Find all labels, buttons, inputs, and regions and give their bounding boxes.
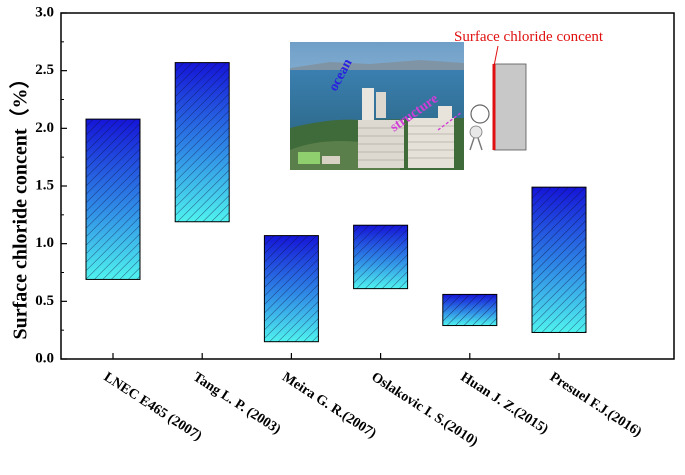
bar-4 [353, 224, 409, 290]
y-tick-label: 3.0 [35, 4, 54, 20]
x-tick-label: Meira G. R.(2007) [279, 370, 379, 442]
inset-arrow [437, 111, 463, 131]
bar-outline [174, 62, 230, 223]
y-tick-label: 1.0 [35, 235, 54, 251]
bar-6 [531, 186, 587, 333]
bar-5 [442, 293, 498, 327]
y-tick-label: 0.5 [35, 293, 54, 309]
bars-layer [85, 62, 587, 343]
inset-specimen [469, 63, 527, 151]
annotation-leader [493, 45, 499, 67]
bar-outline [85, 118, 141, 280]
x-tick-label: Huan J. Z.(2015) [458, 370, 551, 438]
x-tick-label: Tang L. P. (2003) [190, 370, 283, 438]
x-axis: LNEC E465 (2007)Tang L. P. (2003)Meira G… [101, 353, 644, 450]
bar-1 [85, 118, 141, 280]
y-axis-label: Surface chloride concent（%） [9, 68, 32, 339]
annotation-label: Surface chloride concent [454, 29, 604, 45]
inset-photo: ocean structure [290, 42, 464, 170]
bar-outline [442, 293, 498, 327]
x-tick-label: Presuel F.J.(2016) [547, 370, 644, 441]
y-tick-label: 0.0 [35, 350, 54, 366]
y-tick-label: 2.0 [35, 120, 54, 136]
bar-outline [531, 186, 587, 333]
bar-outline [353, 224, 409, 290]
bar-3 [263, 235, 319, 343]
y-axis: 0.0 0.5 1.0 1.5 2.0 2.5 3.0 [35, 4, 67, 366]
y-tick-label: 1.5 [35, 177, 54, 193]
bar-2 [174, 62, 230, 223]
y-tick-label: 2.5 [35, 62, 54, 78]
x-tick-label: LNEC E465 (2007) [101, 370, 205, 445]
bar-outline [263, 235, 319, 343]
